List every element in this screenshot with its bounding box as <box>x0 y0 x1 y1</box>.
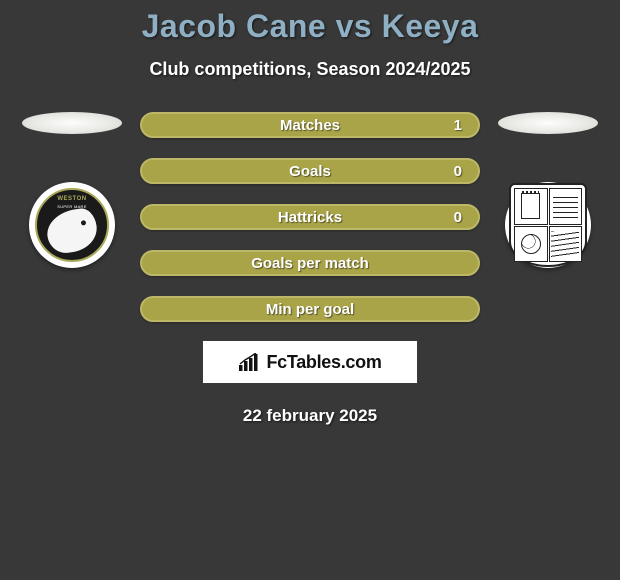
left-player-column: WESTON SUPER MARE <box>22 112 122 268</box>
weston-badge-inner: WESTON SUPER MARE <box>35 188 109 262</box>
stat-value-right: 0 <box>454 163 462 180</box>
right-player-placeholder <box>498 112 598 134</box>
fctables-logo[interactable]: FcTables.com <box>202 340 418 384</box>
stats-column: Matches 1 Goals 0 Hattricks 0 Goals per … <box>140 112 480 322</box>
seagull-icon <box>44 207 99 256</box>
right-player-column <box>498 112 598 268</box>
shield-quadrant-2 <box>549 188 583 225</box>
logo-text: FcTables.com <box>266 352 381 373</box>
subtitle: Club competitions, Season 2024/2025 <box>0 59 620 80</box>
left-player-placeholder <box>22 112 122 134</box>
shield-quadrant-4 <box>549 226 583 263</box>
stat-label: Hattricks <box>278 209 342 226</box>
shield-quadrant-3 <box>514 226 548 263</box>
stat-bar-min-per-goal: Min per goal <box>140 296 480 322</box>
stat-label: Min per goal <box>266 301 354 318</box>
stat-value-right: 0 <box>454 209 462 226</box>
stat-label: Matches <box>280 117 340 134</box>
stat-label: Goals <box>289 163 331 180</box>
shield-quadrant-1 <box>514 188 548 225</box>
main-row: WESTON SUPER MARE Matches 1 Goals 0 Hatt… <box>0 112 620 322</box>
badge-text-weston: WESTON <box>57 196 86 202</box>
stat-bar-hattricks: Hattricks 0 <box>140 204 480 230</box>
right-club-badge <box>505 182 591 268</box>
bar-chart-icon <box>238 353 260 371</box>
stat-value-right: 1 <box>454 117 462 134</box>
stat-label: Goals per match <box>251 255 369 272</box>
comparison-card: Jacob Cane vs Keeya Club competitions, S… <box>0 0 620 426</box>
stat-bar-goals-per-match: Goals per match <box>140 250 480 276</box>
page-title: Jacob Cane vs Keeya <box>0 8 620 45</box>
left-club-badge: WESTON SUPER MARE <box>29 182 115 268</box>
shield-badge <box>509 183 587 267</box>
date-text: 22 february 2025 <box>0 406 620 426</box>
stat-bar-goals: Goals 0 <box>140 158 480 184</box>
stat-bar-matches: Matches 1 <box>140 112 480 138</box>
